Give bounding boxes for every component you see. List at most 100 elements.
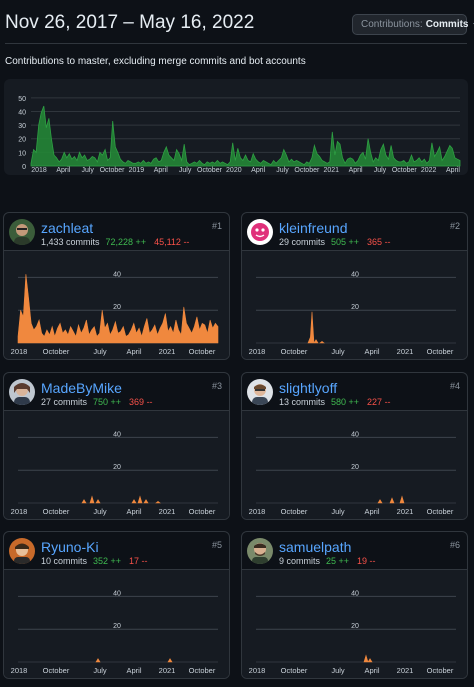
- x-tick-label: April: [364, 507, 379, 516]
- total-commits-area: [30, 105, 461, 167]
- x-tick-label: 2018: [249, 666, 266, 675]
- x-tick-label: 2021: [397, 666, 414, 675]
- contributor-stats: 10 commits 352 ++ 17 --: [41, 556, 148, 566]
- x-tick-label: October: [189, 347, 216, 356]
- x-tick-label: 2018: [11, 347, 28, 356]
- contributor-chart-svg: 20 40 2018 October July April 2021 October: [249, 431, 456, 516]
- rank-badge: #3: [211, 381, 222, 391]
- x-tick-label: July: [331, 507, 345, 516]
- x-tick-label: 2021: [159, 507, 176, 516]
- y-tick-label: 40: [351, 431, 359, 438]
- deletions-count: 17 --: [129, 556, 148, 566]
- x-tick-label: 2022: [421, 167, 437, 174]
- deletions-count: 365 --: [367, 237, 391, 247]
- commit-count: 27 commits: [41, 397, 88, 407]
- contributor-card: slightlyoff 13 commits 580 ++ 227 -- #4 20…: [241, 372, 468, 520]
- x-tick-label: April: [364, 666, 379, 675]
- x-tick-label: October: [281, 347, 308, 356]
- additions-count: 25 ++: [326, 556, 350, 566]
- total-contributions-chart: 0 10 20 30 40 50 2018 April July October 2019 April…: [4, 79, 468, 175]
- additions-count: 750 ++: [93, 397, 122, 407]
- contributor-stats: 27 commits 750 ++ 369 --: [41, 397, 153, 407]
- x-tick-label: October: [427, 507, 454, 516]
- contributor-commits-area: [307, 311, 325, 344]
- x-tick-label: October: [189, 666, 216, 675]
- contributions-dropdown[interactable]: Contributions: Commits: [352, 14, 474, 35]
- additions-count: 580 ++: [331, 397, 360, 407]
- commit-count: 9 commits: [279, 556, 321, 566]
- contributor-card: MadeByMike 27 commits 750 ++ 369 -- #3 20 4…: [3, 372, 230, 520]
- deletions-count: 45,112 --: [154, 237, 190, 247]
- x-tick-label: October: [197, 167, 223, 174]
- contributor-login[interactable]: kleinfreund: [279, 220, 348, 236]
- x-tick-label: April: [154, 167, 168, 174]
- rank-badge: #4: [449, 381, 460, 391]
- rank-badge: #6: [449, 540, 460, 550]
- x-tick-label: April: [364, 347, 379, 356]
- x-tick-label: 2018: [11, 666, 28, 675]
- x-tick-label: 2018: [11, 507, 28, 516]
- x-tick-label: April: [126, 347, 141, 356]
- x-tick-label: October: [43, 347, 70, 356]
- contributor-login[interactable]: MadeByMike: [41, 380, 122, 396]
- y-tick-label: 40: [113, 271, 121, 278]
- x-tick-label: April: [251, 167, 265, 174]
- contributor-stats: 13 commits 580 ++ 227 --: [279, 397, 391, 407]
- deletions-count: 369 --: [129, 397, 153, 407]
- y-tick-label: 20: [351, 464, 359, 471]
- commit-count: 29 commits: [279, 237, 326, 247]
- contributor-commits-area: [17, 274, 219, 344]
- rank-badge: #5: [211, 540, 222, 550]
- deletions-count: 19 --: [357, 556, 376, 566]
- contributor-card: kleinfreund 29 commits 505 ++ 365 -- #2 20…: [241, 212, 468, 360]
- contributor-chart-svg: 20 40 2018 October July April 2021 October: [11, 271, 219, 356]
- y-tick-label: 30: [18, 123, 26, 130]
- avatar[interactable]: [247, 219, 273, 245]
- x-tick-label: 2020: [226, 167, 242, 174]
- contributor-commits-area: [81, 495, 161, 504]
- additions-count: 72,228 ++: [105, 237, 147, 247]
- x-tick-label: October: [427, 347, 454, 356]
- y-tick-label: 10: [18, 150, 26, 157]
- x-tick-label: October: [294, 167, 320, 174]
- header-divider: [5, 43, 467, 44]
- avatar[interactable]: [247, 379, 273, 405]
- contributor-stats: 1,433 commits 72,228 ++ 45,112 --: [41, 237, 189, 247]
- contributor-card: samuelpath 9 commits 25 ++ 19 -- #6 20 40 20…: [241, 531, 468, 679]
- x-tick-label: October: [281, 666, 308, 675]
- x-tick-label: October: [100, 167, 126, 174]
- y-tick-label: 0: [22, 164, 26, 171]
- y-tick-label: 40: [351, 590, 359, 597]
- contributor-chart-svg: 20 40 2018 October July April 2021 October: [11, 590, 218, 675]
- additions-count: 505 ++: [331, 237, 360, 247]
- chart-subtitle: Contributions to master, excluding merge…: [5, 56, 306, 67]
- date-range-title: Nov 26, 2017 – May 16, 2022: [5, 12, 255, 33]
- deletions-count: 227 --: [367, 397, 391, 407]
- commit-count: 13 commits: [279, 397, 326, 407]
- avatar[interactable]: [9, 538, 35, 564]
- dropdown-label: Contributions:: [361, 19, 423, 30]
- contributor-chart-svg: 20 40 2018 October July April 2021 October: [11, 431, 218, 516]
- avatar[interactable]: [9, 379, 35, 405]
- contributor-stats: 9 commits 25 ++ 19 --: [279, 556, 376, 566]
- contributor-login[interactable]: Ryuno-Ki: [41, 539, 99, 555]
- contributor-login[interactable]: slightlyoff: [279, 380, 338, 396]
- contributor-login[interactable]: zachleat: [41, 220, 94, 236]
- y-tick-label: 20: [113, 304, 121, 311]
- avatar[interactable]: [247, 538, 273, 564]
- x-tick-label: October: [43, 507, 70, 516]
- contributor-card: Ryuno-Ki 10 commits 352 ++ 17 -- #5 20 40 20…: [3, 531, 230, 679]
- y-tick-label: 40: [18, 109, 26, 116]
- contributor-chart-svg: 20 40 2018 October July April 2021 October: [249, 590, 456, 675]
- avatar[interactable]: [9, 219, 35, 245]
- x-tick-label: 2021: [159, 347, 176, 356]
- contributor-login[interactable]: samuelpath: [279, 539, 352, 555]
- x-tick-label: October: [427, 666, 454, 675]
- contributor-commits-area: [377, 495, 405, 504]
- x-tick-label: 2018: [31, 167, 47, 174]
- x-tick-label: July: [179, 167, 192, 174]
- x-tick-label: October: [281, 507, 308, 516]
- x-tick-label: October: [392, 167, 418, 174]
- x-tick-label: July: [93, 347, 107, 356]
